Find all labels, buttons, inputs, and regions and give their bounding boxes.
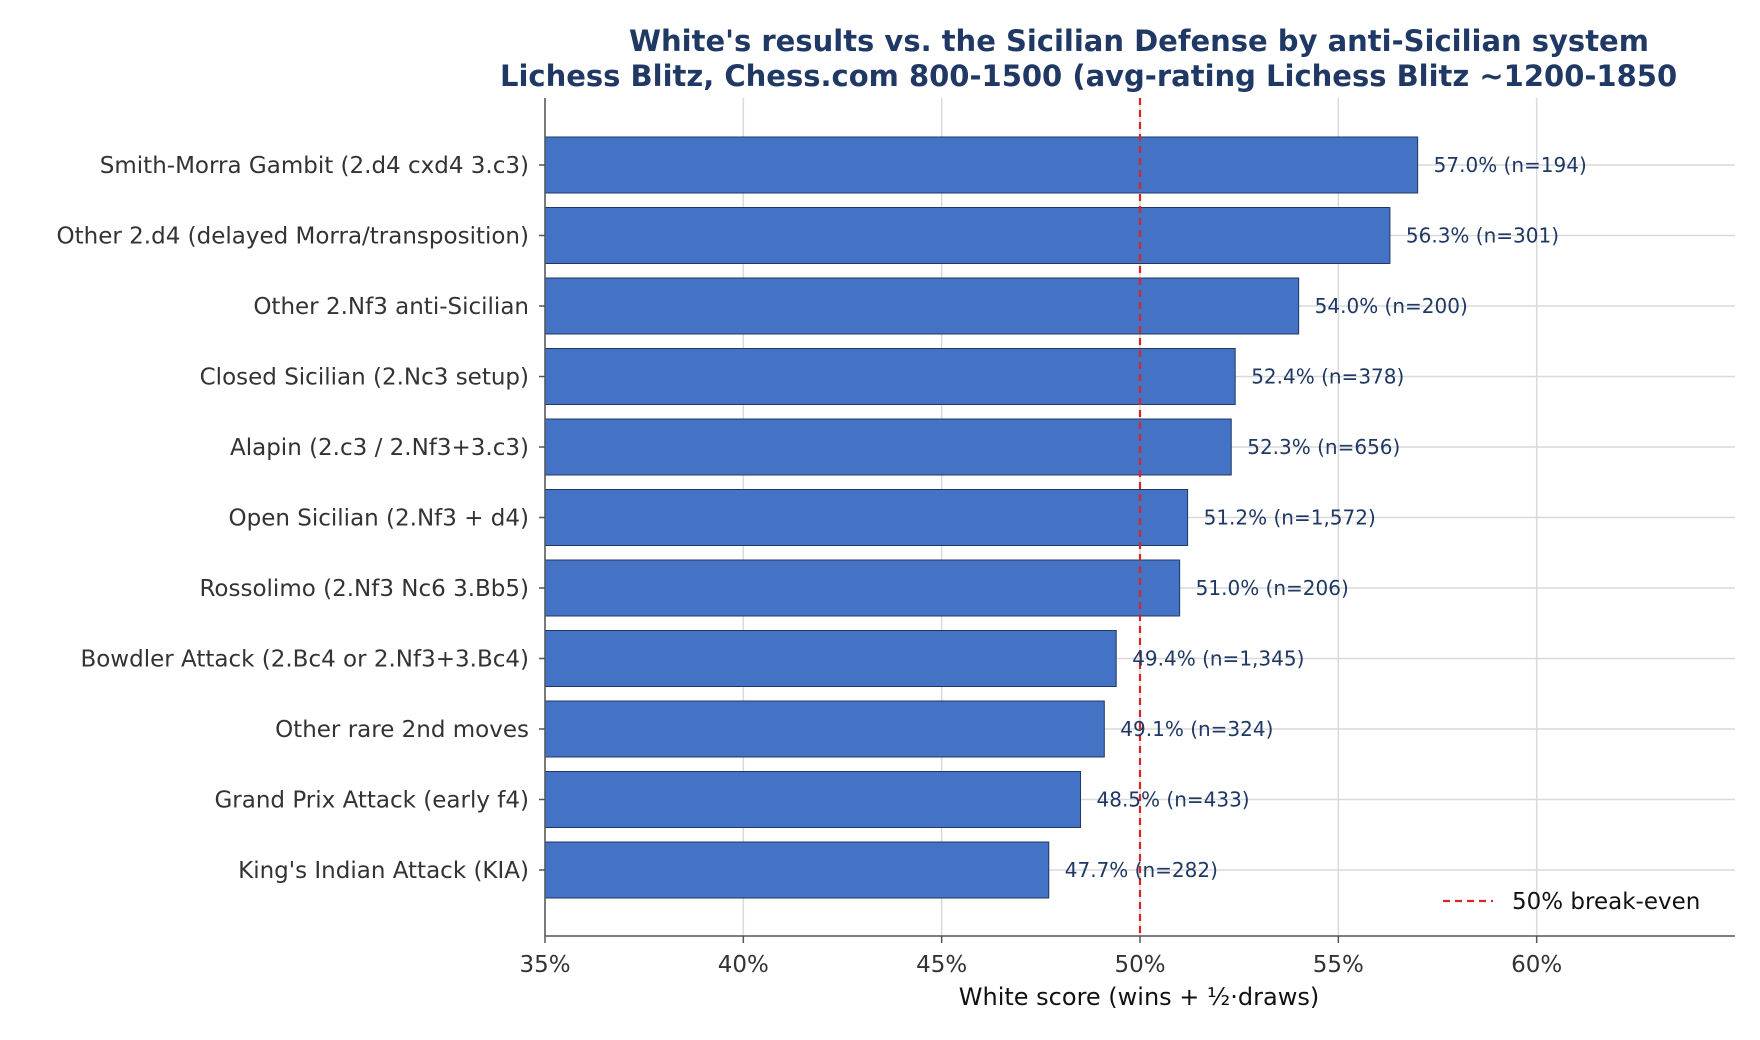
category-label: Rossolimo (2.Nf3 Nc6 3.Bb5) (199, 576, 529, 602)
bar (544, 136, 1419, 194)
category-label: Bowdler Attack (2.Bc4 or 2.Nf3+3.Bc4) (80, 647, 529, 673)
x-tick-label: 55% (1313, 952, 1364, 978)
x-tick-label: 50% (1114, 952, 1165, 978)
bar (544, 771, 1081, 828)
bar (544, 630, 1117, 687)
category-labels: Smith-Morra Gambit (2.d4 cxd4 3.c3) Other… (57, 153, 545, 884)
value-label: 54.0% (n=200) (1315, 294, 1468, 318)
category-label: Other 2.Nf3 anti-Sicilian (253, 294, 529, 320)
bars (544, 136, 1419, 899)
value-label: 49.4% (n=1,345) (1132, 647, 1304, 671)
value-label: 56.3% (n=301) (1406, 224, 1559, 248)
category-label: King's Indian Attack (KIA) (238, 858, 529, 884)
value-label: 48.5% (n=433) (1097, 788, 1250, 812)
category-label: Alapin (2.c3 / 2.Nf3+3.c3) (230, 435, 529, 461)
bar (544, 418, 1232, 476)
category-label: Other 2.d4 (delayed Morra/transposition) (57, 224, 529, 250)
legend: 50% break-even (1443, 889, 1700, 915)
bar (544, 207, 1391, 264)
legend-label: 50% break-even (1512, 889, 1700, 915)
value-label: 47.7% (n=282) (1065, 858, 1218, 882)
bar (544, 348, 1236, 405)
chart-title: White's results vs. the Sicilian Defense… (629, 24, 1649, 58)
value-label: 51.0% (n=206) (1196, 576, 1349, 600)
category-label: Closed Sicilian (2.Nc3 setup) (200, 365, 529, 391)
value-label: 51.2% (n=1,572) (1204, 506, 1376, 530)
bar (544, 559, 1181, 617)
x-tick-label: 40% (718, 952, 769, 978)
bar (544, 489, 1189, 546)
value-label: 52.4% (n=378) (1251, 365, 1404, 389)
value-labels: 57.0% (n=194) 56.3% (n=301) 54.0% (n=200) 5… (1065, 153, 1587, 882)
x-tick-labels: 35% 40% 45% 50% 55% 60% (519, 936, 1562, 978)
category-label: Smith-Morra Gambit (2.d4 cxd4 3.c3) (100, 153, 529, 179)
category-label: Grand Prix Attack (early f4) (214, 788, 529, 814)
bar (544, 841, 1050, 899)
category-label: Other rare 2nd moves (275, 717, 529, 743)
x-tick-label: 35% (519, 952, 570, 978)
bar (544, 277, 1300, 335)
x-tick-label: 60% (1511, 952, 1562, 978)
category-label: Open Sicilian (2.Nf3 + d4) (229, 506, 529, 532)
bar (544, 700, 1105, 758)
value-label: 49.1% (n=324) (1120, 717, 1273, 741)
x-axis-label: White score (wins + ½·draws) (959, 983, 1319, 1011)
value-label: 52.3% (n=656) (1247, 435, 1400, 459)
chart-subtitle: Lichess Blitz, Chess.com 800-1500 (avg-r… (500, 59, 1677, 93)
x-tick-label: 45% (916, 952, 967, 978)
value-label: 57.0% (n=194) (1434, 153, 1587, 177)
